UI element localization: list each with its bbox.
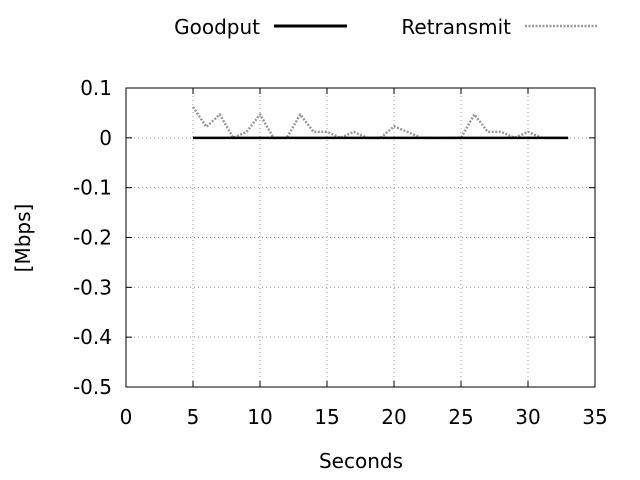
y-tick-label: -0.3 xyxy=(73,275,112,299)
y-tick-label: 0.1 xyxy=(80,76,112,100)
x-axis-title: Seconds xyxy=(319,449,403,473)
x-tick-label: 30 xyxy=(515,405,540,429)
legend-label-retransmit: Retransmit xyxy=(401,15,511,39)
x-tick-label: 10 xyxy=(247,405,272,429)
x-tick-label: 20 xyxy=(381,405,406,429)
legend-label-goodput: Goodput xyxy=(174,15,260,39)
x-tick-label: 35 xyxy=(582,405,607,429)
y-tick-label: -0.5 xyxy=(73,375,112,399)
y-axis-title: [Mbps] xyxy=(11,204,35,273)
x-tick-label: 5 xyxy=(187,405,200,429)
series-line-retransmit xyxy=(191,106,569,140)
x-tick-label: 15 xyxy=(314,405,339,429)
axis-ticks xyxy=(125,87,596,388)
x-tick-label: 0 xyxy=(120,405,133,429)
y-tick-label: -0.4 xyxy=(73,325,112,349)
series-group xyxy=(191,106,569,140)
y-tick-label: -0.1 xyxy=(73,176,112,200)
legend: Goodput Retransmit xyxy=(174,15,598,39)
y-tick-label: 0 xyxy=(99,126,112,150)
y-tick-label: -0.2 xyxy=(73,226,112,250)
x-tick-label: 25 xyxy=(448,405,473,429)
axis-tick-labels: 0 5 10 15 20 25 30 35 0.1 0 -0.1 -0.2 -0.3 -0.4 -0.5 xyxy=(73,76,608,429)
